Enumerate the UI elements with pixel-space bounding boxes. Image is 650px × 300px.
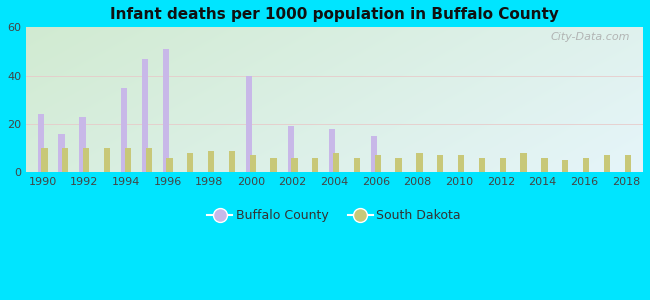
Bar bbox=[287, 126, 294, 172]
Bar bbox=[395, 158, 402, 172]
Bar bbox=[416, 153, 422, 172]
Bar bbox=[42, 148, 47, 172]
Bar bbox=[371, 136, 377, 172]
Legend: Buffalo County, South Dakota: Buffalo County, South Dakota bbox=[202, 204, 466, 227]
Bar bbox=[62, 148, 68, 172]
Title: Infant deaths per 1000 population in Buffalo County: Infant deaths per 1000 population in Buf… bbox=[110, 7, 559, 22]
Bar bbox=[479, 158, 485, 172]
Bar bbox=[121, 88, 127, 172]
Bar bbox=[246, 76, 252, 172]
Bar bbox=[166, 158, 173, 172]
Bar bbox=[354, 158, 360, 172]
Bar bbox=[521, 153, 526, 172]
Bar bbox=[162, 49, 169, 172]
Bar bbox=[187, 153, 194, 172]
Bar bbox=[250, 155, 256, 172]
Bar bbox=[270, 158, 277, 172]
Bar bbox=[583, 158, 589, 172]
Bar bbox=[500, 158, 506, 172]
Bar bbox=[562, 160, 568, 172]
Bar bbox=[58, 134, 65, 172]
Bar bbox=[104, 148, 110, 172]
Bar bbox=[38, 114, 44, 172]
Bar bbox=[291, 158, 298, 172]
Bar bbox=[208, 151, 214, 172]
Bar bbox=[312, 158, 318, 172]
Bar bbox=[83, 148, 89, 172]
Bar bbox=[437, 155, 443, 172]
Bar bbox=[625, 155, 631, 172]
Bar bbox=[604, 155, 610, 172]
Text: City-Data.com: City-Data.com bbox=[551, 32, 630, 42]
Bar bbox=[374, 155, 381, 172]
Bar bbox=[229, 151, 235, 172]
Bar bbox=[330, 129, 335, 172]
Bar bbox=[541, 158, 547, 172]
Bar bbox=[125, 148, 131, 172]
Bar bbox=[146, 148, 151, 172]
Bar bbox=[142, 59, 148, 172]
Bar bbox=[333, 153, 339, 172]
Bar bbox=[458, 155, 464, 172]
Bar bbox=[79, 117, 86, 172]
